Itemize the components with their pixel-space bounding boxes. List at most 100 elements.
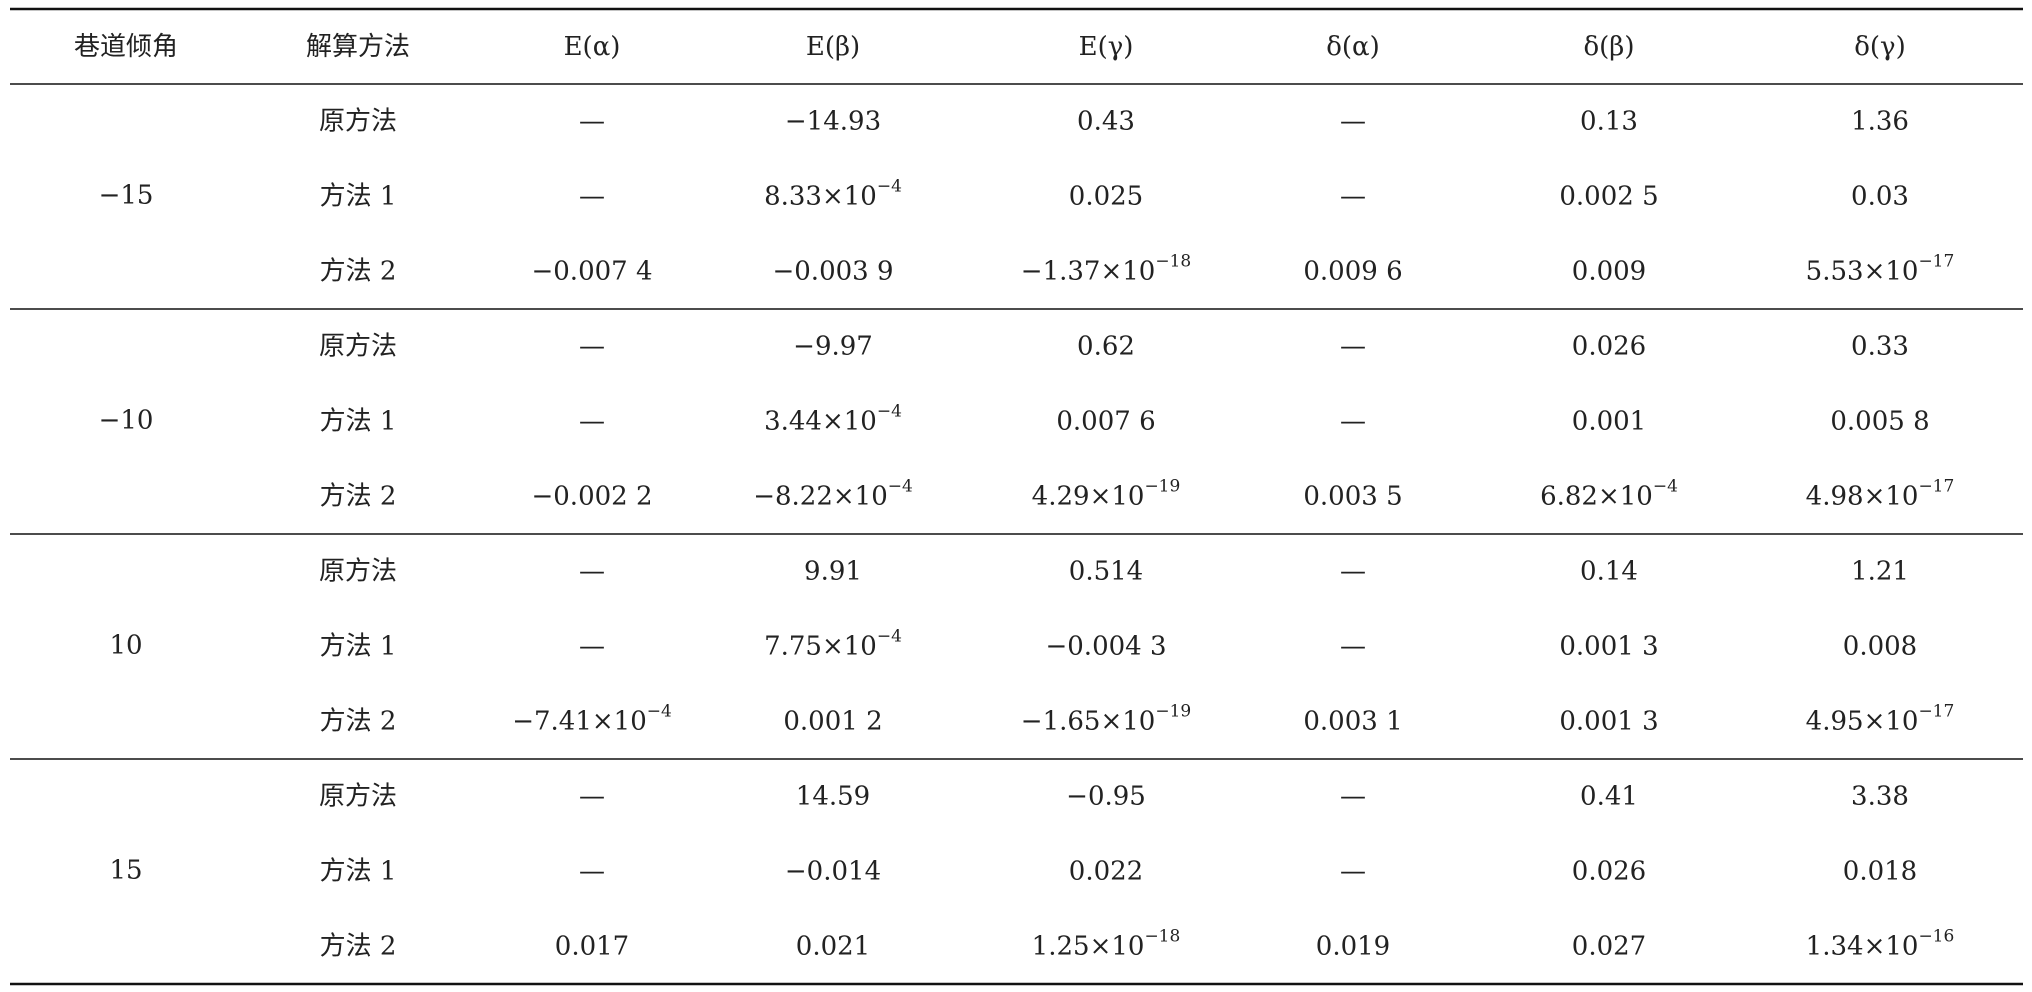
value-cell: 4.95×10−17 bbox=[1806, 701, 1955, 737]
exponent: −4 bbox=[647, 701, 672, 721]
value-cell: — bbox=[1340, 182, 1366, 212]
exponent: −19 bbox=[1144, 476, 1180, 496]
value-cell: 0.026 bbox=[1572, 332, 1646, 362]
exponent: −17 bbox=[1918, 701, 1954, 721]
value-cell: 14.59 bbox=[796, 782, 870, 812]
mantissa: −1.65×10 bbox=[1021, 707, 1156, 737]
value-cell: 0.41 bbox=[1580, 782, 1638, 812]
value-cell: — bbox=[1340, 107, 1366, 137]
value-cell: 0.514 bbox=[1069, 557, 1143, 587]
value-cell: 0.03 bbox=[1851, 182, 1909, 212]
exponent: −17 bbox=[1918, 476, 1954, 496]
mantissa: 1.34×10 bbox=[1806, 932, 1919, 962]
exponent: −4 bbox=[877, 401, 902, 421]
value-cell: 0.005 8 bbox=[1830, 407, 1929, 437]
exponent: −4 bbox=[877, 626, 902, 646]
value-cell: — bbox=[579, 632, 605, 662]
value-cell: −0.002 2 bbox=[531, 482, 652, 512]
mantissa: 3.44×10 bbox=[764, 407, 877, 437]
mantissa: 8.33×10 bbox=[764, 182, 877, 212]
value-cell: 6.82×10−4 bbox=[1540, 476, 1678, 512]
mantissa: 6.82×10 bbox=[1540, 482, 1653, 512]
value-cell: 1.21 bbox=[1851, 557, 1909, 587]
exponent: −18 bbox=[1144, 926, 1180, 946]
value-cell: 0.009 6 bbox=[1303, 257, 1402, 287]
value-cell: 0.001 2 bbox=[783, 707, 882, 737]
exponent: −4 bbox=[877, 176, 902, 196]
method-cell: 原方法 bbox=[319, 107, 397, 137]
method-cell: 原方法 bbox=[319, 782, 397, 812]
value-cell: 3.38 bbox=[1851, 782, 1909, 812]
value-cell: 0.018 bbox=[1843, 857, 1917, 887]
value-cell: — bbox=[579, 332, 605, 362]
exponent: −18 bbox=[1155, 251, 1191, 271]
method-cell: 方法 2 bbox=[320, 707, 397, 737]
method-cell: 方法 2 bbox=[320, 932, 397, 962]
header-cell: 解算方法 bbox=[306, 32, 410, 62]
header-cell: E(β) bbox=[806, 32, 860, 62]
value-cell: 1.36 bbox=[1851, 107, 1909, 137]
value-cell: 0.33 bbox=[1851, 332, 1909, 362]
exponent: −16 bbox=[1918, 926, 1954, 946]
value-cell: 4.98×10−17 bbox=[1806, 476, 1955, 512]
value-cell: — bbox=[579, 107, 605, 137]
value-cell: 0.007 6 bbox=[1056, 407, 1155, 437]
angle-cell: −10 bbox=[99, 406, 154, 436]
value-cell: −1.65×10−19 bbox=[1021, 701, 1191, 737]
value-cell: 0.022 bbox=[1069, 857, 1143, 887]
value-cell: 0.002 5 bbox=[1559, 182, 1658, 212]
mantissa: −1.37×10 bbox=[1021, 257, 1156, 287]
value-cell: 1.34×10−16 bbox=[1806, 926, 1955, 962]
value-cell: — bbox=[579, 857, 605, 887]
value-cell: — bbox=[1340, 332, 1366, 362]
value-cell: 0.021 bbox=[796, 932, 870, 962]
value-cell: −8.22×10−4 bbox=[753, 476, 913, 512]
value-cell: 0.001 bbox=[1572, 407, 1646, 437]
mantissa: 4.29×10 bbox=[1032, 482, 1145, 512]
method-cell: 方法 1 bbox=[320, 857, 397, 887]
value-cell: 0.62 bbox=[1077, 332, 1135, 362]
value-cell: 0.009 bbox=[1572, 257, 1646, 287]
value-cell: −0.004 3 bbox=[1045, 632, 1166, 662]
header-cell: δ(α) bbox=[1326, 32, 1380, 62]
value-cell: −9.97 bbox=[793, 332, 873, 362]
exponent: −19 bbox=[1155, 701, 1191, 721]
value-cell: 0.14 bbox=[1580, 557, 1638, 587]
mantissa: 4.95×10 bbox=[1806, 707, 1919, 737]
exponent: −4 bbox=[1653, 476, 1678, 496]
method-cell: 方法 2 bbox=[320, 482, 397, 512]
value-cell: — bbox=[1340, 782, 1366, 812]
value-cell: 0.001 3 bbox=[1559, 707, 1658, 737]
value-cell: — bbox=[579, 557, 605, 587]
mantissa: −7.41×10 bbox=[512, 707, 647, 737]
value-cell: 0.001 3 bbox=[1559, 632, 1658, 662]
angle-cell: 10 bbox=[109, 631, 142, 661]
value-cell: 0.027 bbox=[1572, 932, 1646, 962]
value-cell: −0.014 bbox=[785, 857, 881, 887]
value-cell: 0.003 5 bbox=[1303, 482, 1402, 512]
value-cell: 4.29×10−19 bbox=[1032, 476, 1181, 512]
value-cell: 8.33×10−4 bbox=[764, 176, 902, 212]
method-cell: 方法 2 bbox=[320, 257, 397, 287]
value-cell: — bbox=[1340, 632, 1366, 662]
value-cell: 0.008 bbox=[1843, 632, 1917, 662]
mantissa: 1.25×10 bbox=[1032, 932, 1145, 962]
value-cell: — bbox=[1340, 857, 1366, 887]
value-cell: 9.91 bbox=[804, 557, 862, 587]
method-cell: 方法 1 bbox=[320, 407, 397, 437]
mantissa: 5.53×10 bbox=[1806, 257, 1919, 287]
angle-cell: −15 bbox=[99, 181, 154, 211]
value-cell: — bbox=[579, 407, 605, 437]
value-cell: — bbox=[579, 782, 605, 812]
angle-cell: 15 bbox=[109, 856, 142, 886]
value-cell: — bbox=[579, 182, 605, 212]
value-cell: — bbox=[1340, 557, 1366, 587]
value-cell: 0.017 bbox=[555, 932, 629, 962]
header-cell: δ(γ) bbox=[1854, 32, 1905, 62]
method-cell: 原方法 bbox=[319, 332, 397, 362]
value-cell: 0.026 bbox=[1572, 857, 1646, 887]
value-cell: 0.025 bbox=[1069, 182, 1143, 212]
value-cell: 0.13 bbox=[1580, 107, 1638, 137]
method-cell: 方法 1 bbox=[320, 632, 397, 662]
